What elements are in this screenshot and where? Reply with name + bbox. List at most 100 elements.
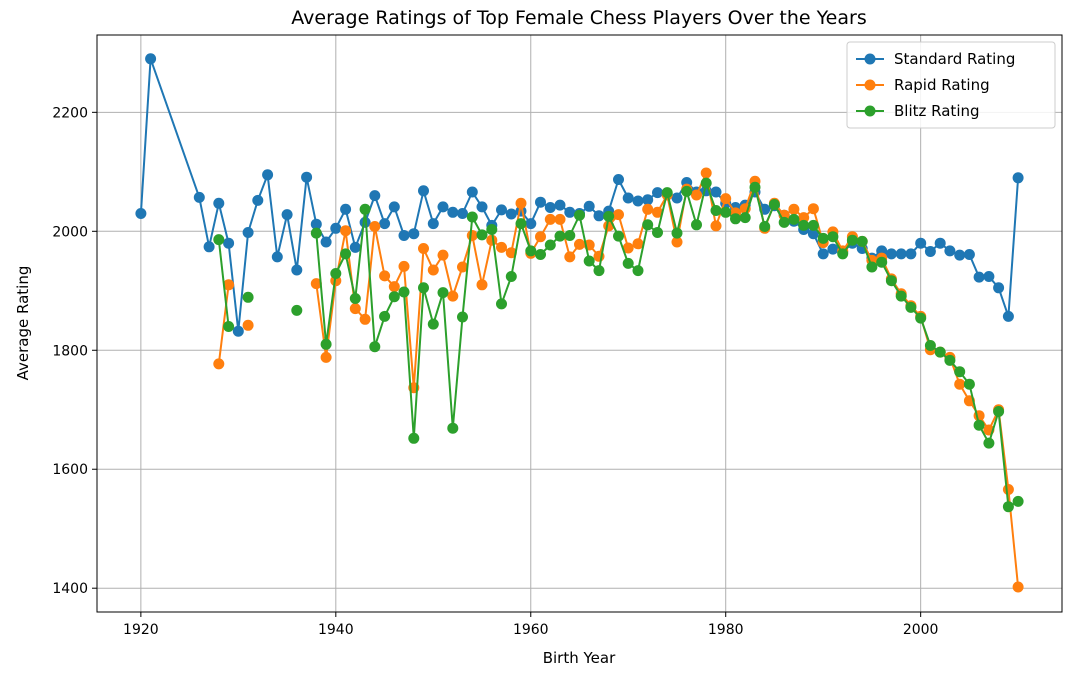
data-point — [310, 278, 322, 290]
data-point — [193, 191, 205, 203]
data-point — [223, 279, 235, 291]
data-point — [544, 213, 556, 225]
x-tick-label: 1960 — [513, 622, 549, 638]
data-point — [388, 291, 400, 303]
data-point — [496, 204, 507, 216]
data-point — [379, 270, 391, 282]
data-point — [895, 290, 907, 302]
data-point — [320, 351, 332, 363]
data-point — [476, 279, 488, 291]
data-point — [1012, 172, 1024, 184]
data-point — [379, 218, 391, 230]
legend-label-rapid: Rapid Rating — [894, 76, 990, 94]
axis-ticks: 1920 1940 1960 1980 2000 1400 1600 1800 2000 2200 — [52, 105, 938, 638]
data-point — [515, 218, 527, 230]
data-point — [661, 187, 673, 199]
data-point — [846, 234, 858, 246]
data-point — [418, 282, 429, 294]
data-point — [652, 187, 663, 199]
data-point — [681, 185, 693, 197]
data-point — [1012, 495, 1024, 507]
data-point — [993, 406, 1005, 417]
data-point — [671, 227, 683, 239]
data-point — [369, 221, 381, 232]
data-point — [359, 203, 371, 215]
data-point — [427, 218, 439, 230]
data-point — [993, 282, 1005, 294]
series-line — [217, 239, 230, 327]
data-point — [554, 230, 566, 242]
data-point — [349, 293, 361, 304]
data-point — [223, 237, 235, 249]
data-point — [330, 222, 342, 234]
data-point — [768, 199, 780, 210]
data-point — [778, 216, 790, 228]
data-point — [632, 265, 644, 277]
data-point — [535, 196, 546, 208]
data-point — [476, 229, 488, 241]
data-point — [613, 230, 624, 242]
data-point — [369, 190, 381, 202]
data-point — [242, 227, 254, 238]
data-point — [1002, 484, 1014, 495]
data-point — [759, 221, 771, 232]
data-point — [652, 206, 663, 218]
data-point — [642, 203, 654, 215]
data-point — [934, 346, 946, 358]
data-point — [788, 203, 800, 215]
data-point — [242, 319, 254, 331]
data-point — [398, 286, 410, 298]
data-point — [691, 189, 702, 201]
data-point — [340, 225, 352, 237]
data-point — [554, 213, 566, 225]
data-point — [963, 378, 975, 390]
data-point — [271, 251, 283, 263]
data-point — [817, 248, 829, 260]
data-point — [905, 248, 917, 260]
data-point — [564, 206, 576, 218]
data-point — [1002, 310, 1014, 322]
data-point — [310, 227, 322, 239]
data-point — [525, 245, 537, 257]
data-point — [213, 197, 225, 209]
data-point — [466, 211, 478, 223]
data-point — [457, 311, 468, 323]
series-group — [135, 53, 1024, 593]
data-point — [427, 264, 439, 276]
data-point — [291, 304, 303, 316]
legend-swatch-marker-rapid — [864, 79, 876, 91]
data-point — [807, 203, 819, 215]
data-point — [476, 201, 488, 213]
data-point — [593, 210, 605, 222]
data-point — [340, 248, 352, 260]
y-tick-label: 2200 — [52, 105, 88, 121]
data-point — [817, 232, 829, 244]
legend-entry-blitz: Blitz Rating — [856, 102, 980, 120]
data-point — [535, 231, 546, 243]
data-point — [720, 193, 732, 205]
data-point — [915, 312, 927, 324]
data-point — [496, 298, 507, 310]
data-point — [145, 53, 157, 65]
y-axis-label: Average Rating — [14, 266, 32, 381]
data-point — [876, 256, 888, 268]
data-point — [827, 231, 839, 243]
y-tick-label: 1800 — [52, 343, 88, 359]
data-point — [398, 230, 410, 241]
data-point — [252, 194, 264, 206]
series-blitz-rating — [213, 177, 1024, 513]
data-point — [447, 422, 459, 434]
x-tick-label: 1940 — [318, 622, 354, 638]
data-point — [379, 310, 391, 322]
x-tick-label: 1920 — [123, 622, 159, 638]
data-point — [710, 205, 722, 216]
data-point — [924, 246, 936, 257]
data-point — [213, 234, 225, 246]
data-point — [632, 238, 644, 250]
data-point — [203, 241, 215, 253]
data-point — [427, 318, 439, 330]
data-point — [574, 238, 585, 250]
data-point — [515, 197, 527, 209]
data-point — [564, 230, 576, 241]
data-point — [652, 227, 663, 238]
